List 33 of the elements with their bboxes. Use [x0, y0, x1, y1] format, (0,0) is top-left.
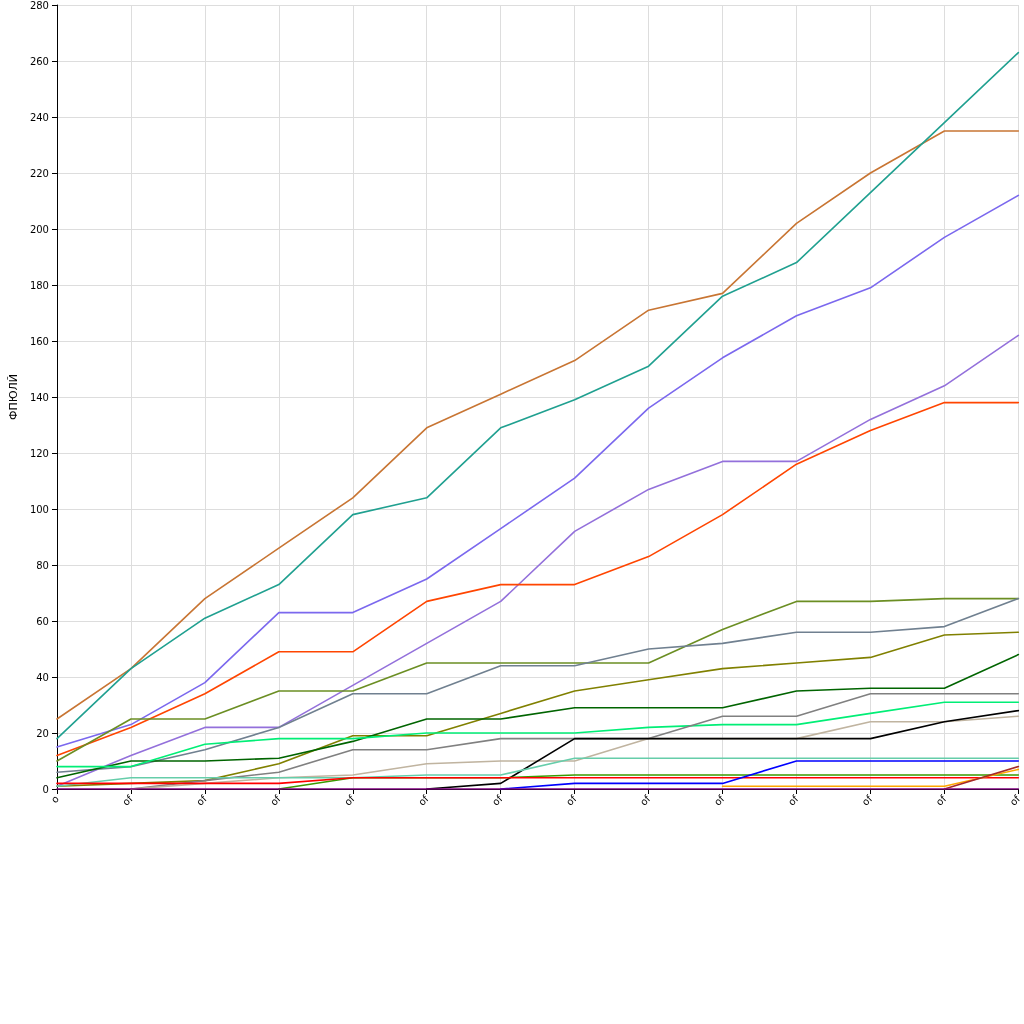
x-tick-label: o — [48, 793, 61, 806]
y-tick-label: 180 — [29, 279, 49, 291]
x-tick-label: of — [342, 792, 358, 808]
x-tick-label: of — [859, 792, 875, 808]
y-tick-label: 80 — [36, 559, 49, 571]
y-tick-label: 0 — [42, 783, 49, 795]
y-tick-label: 140 — [29, 391, 49, 403]
x-tick-label: of — [563, 792, 579, 808]
y-tick-label: 280 — [29, 0, 49, 11]
y-tick-label: 160 — [29, 335, 49, 347]
x-tick-label: of — [637, 792, 653, 808]
x-tick-label: of — [489, 792, 505, 808]
y-tick-label: 40 — [36, 671, 49, 683]
x-tick-label: of — [1007, 792, 1023, 808]
x-tick-label: of — [711, 792, 727, 808]
line-series — [56, 401, 1020, 757]
x-tick-label: of — [785, 792, 801, 808]
y-tick-label: 220 — [29, 167, 49, 179]
x-tick-label: of — [194, 792, 210, 808]
x-tick-label: of — [416, 792, 431, 808]
y-tick-label: 20 — [36, 727, 49, 739]
y-tick-label: 100 — [29, 503, 49, 515]
y-tick-label: 240 — [29, 111, 49, 123]
y-tick-label: 200 — [29, 223, 49, 235]
x-tick-label: of — [933, 792, 949, 808]
line-series — [56, 701, 1020, 768]
y-tick-label: 60 — [36, 615, 49, 627]
y-tick-label: 120 — [29, 447, 49, 459]
y-tick-label: 260 — [29, 55, 49, 67]
x-tick-label: of — [120, 792, 136, 808]
x-tick-label: of — [268, 792, 284, 808]
line-series — [56, 653, 1020, 779]
y-axis-title: ФПЮЛЙ — [7, 373, 20, 421]
